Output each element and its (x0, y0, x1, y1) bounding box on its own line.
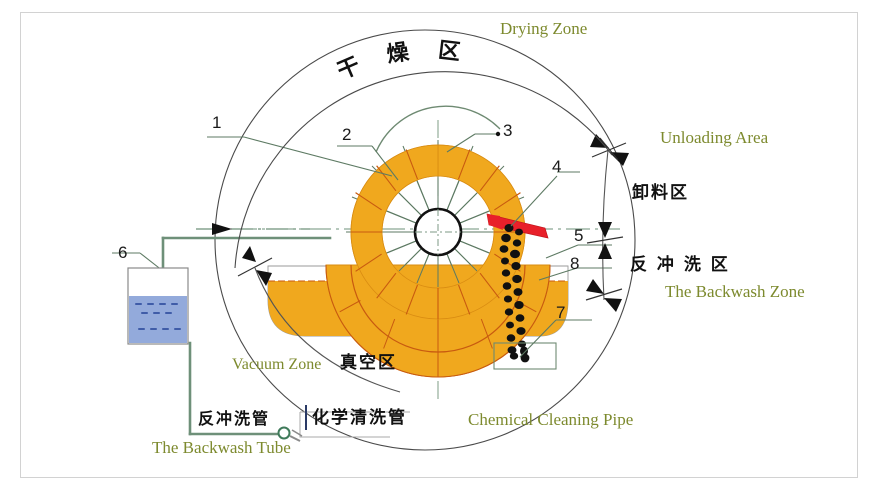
chemical-pipe-label-cn: 化学清洗管 (312, 408, 407, 428)
backwash-liquid-beaker (127, 267, 189, 345)
callout-label-5: 5 (574, 226, 584, 245)
zone-tick-vacuum-left (237, 246, 273, 286)
rotation-arrow-line (599, 137, 619, 161)
callout-label-3: 3 (503, 121, 513, 140)
callout-label-7: 7 (556, 303, 566, 322)
backwash-tube-label-cn: 反冲洗管 (198, 409, 271, 428)
drying-zone-label-en: Drying Zone (500, 19, 588, 38)
cake-collection-box (493, 342, 557, 370)
callout-label-6: 6 (118, 243, 128, 262)
callout-3-arc (375, 105, 501, 153)
callout-label-1: 1 (212, 113, 222, 132)
unloading-area-label-cn: 卸料区 (632, 183, 689, 203)
vacuum-zone-arc (254, 267, 401, 393)
backwash-piping (161, 236, 332, 436)
scraper-blade (486, 213, 549, 239)
callout-label-4: 4 (552, 157, 562, 176)
backwash-zone-label-cn: 反 冲 洗 区 (630, 255, 730, 275)
center-hub (413, 207, 463, 257)
callout-label-8: 8 (570, 254, 580, 273)
backwash-valve[interactable] (277, 426, 303, 442)
chemical-pipe-label-en: Chemical Cleaning Pipe (468, 410, 634, 429)
beaker-bubbles (135, 303, 181, 330)
unloading-area-label-en: Unloading Area (660, 128, 769, 147)
drying-zone-label-cn-curved: 干 燥 区 (334, 38, 472, 85)
chemical-pipe-bracket (299, 411, 410, 438)
flow-arrow-left (212, 223, 232, 235)
zone-tick-backwash-bottom (585, 279, 623, 312)
zone-tick-unloading-bottom (586, 222, 624, 259)
drying-zone-arc (234, 71, 613, 269)
backwash-zone-label-en: The Backwash Zone (665, 282, 805, 301)
discharged-cake-stream (499, 224, 530, 363)
backwash-tube-label-en: The Backwash Tube (152, 438, 291, 457)
vacuum-zone-label-en: Vacuum Zone (232, 356, 322, 373)
process-shell-circle (214, 29, 636, 451)
vacuum-zone-label-cn: 真空区 (340, 353, 397, 373)
callout-leader-lines (112, 133, 612, 358)
cake-segment-dividers (339, 300, 537, 377)
callout-3-dot (495, 131, 501, 137)
callout-label-2: 2 (342, 125, 352, 144)
